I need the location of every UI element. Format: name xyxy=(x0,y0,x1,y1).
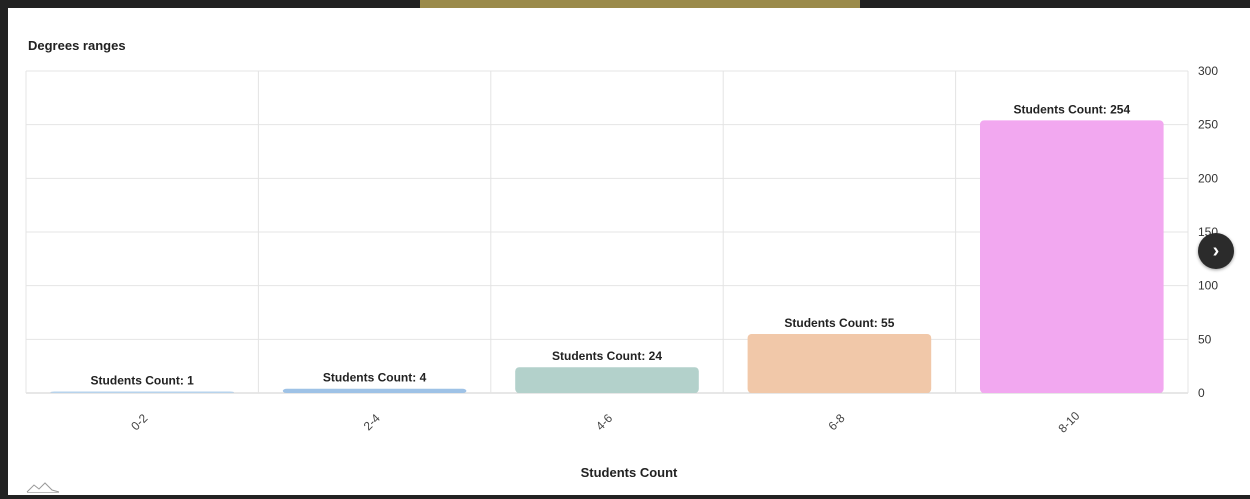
x-tick-label: 6-8 xyxy=(825,411,847,433)
next-chevron-button[interactable]: › xyxy=(1198,233,1234,269)
x-axis-title: Students Count xyxy=(580,465,678,480)
y-tick-label: 0 xyxy=(1198,386,1205,400)
chart-type-icon[interactable] xyxy=(26,480,60,499)
chart-card: Degrees ranges 0 50 100 150 200 250 300 Student… xyxy=(8,8,1250,495)
x-tick-label: 4-6 xyxy=(593,411,615,433)
top-accent-strip xyxy=(420,0,860,8)
bar[interactable] xyxy=(515,367,699,393)
x-tick-label: 0-2 xyxy=(128,411,150,433)
bar-value-label: Students Count: 1 xyxy=(91,374,195,388)
y-tick-label: 200 xyxy=(1198,171,1218,185)
x-tick-label: 2-4 xyxy=(361,411,383,433)
x-tick-label: 8-10 xyxy=(1056,409,1083,436)
y-tick-label: 250 xyxy=(1198,118,1218,132)
bar-value-label: Students Count: 4 xyxy=(323,371,427,385)
bar[interactable] xyxy=(747,333,932,393)
y-tick-label: 300 xyxy=(1198,64,1218,78)
chart-title: Degrees ranges xyxy=(28,38,126,53)
y-tick-label: 50 xyxy=(1198,332,1212,346)
y-tick-label: 100 xyxy=(1198,279,1218,293)
bar[interactable] xyxy=(980,120,1164,393)
bar-value-label: Students Count: 254 xyxy=(1013,102,1130,116)
bar[interactable] xyxy=(50,391,234,394)
bar-value-label: Students Count: 24 xyxy=(552,349,662,363)
bar-value-label: Students Count: 55 xyxy=(784,316,894,330)
bar[interactable] xyxy=(282,388,467,393)
